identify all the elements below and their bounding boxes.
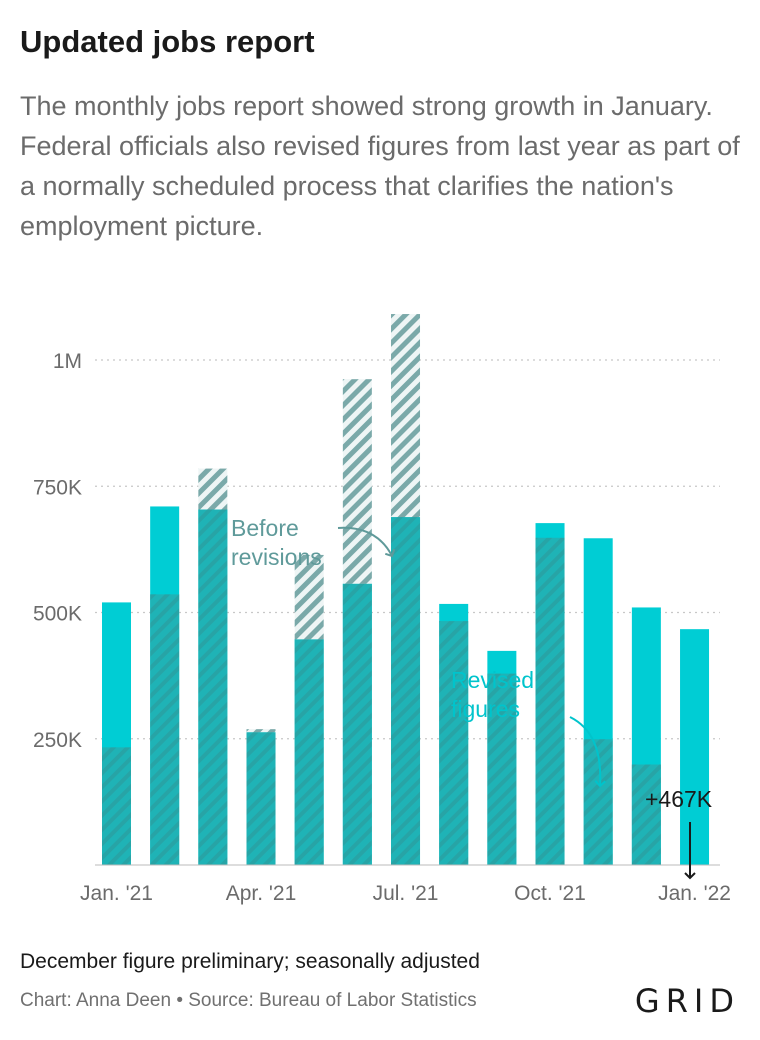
y-tick-label: 750K [33, 476, 82, 499]
y-tick-label: 250K [33, 729, 82, 752]
before-revisions-overlap [150, 594, 180, 865]
before-revisions-excess [391, 314, 421, 518]
source-credit: Chart: Anna Deen • Source: Bureau of Lab… [20, 990, 477, 1011]
x-tick-label: Jul. '21 [373, 882, 439, 905]
before-revisions-excess [342, 379, 372, 584]
before-revisions-overlap [391, 517, 421, 865]
y-tick-label: 500K [33, 603, 82, 626]
before-revisions-excess [246, 729, 276, 733]
revised-figures-label-line1: Revised [451, 667, 534, 693]
annotations: Before revisions Revised figures +467K [231, 515, 713, 880]
before-revisions-overlap [294, 639, 324, 865]
x-tick-label: Jan. '21 [80, 882, 153, 905]
chart-title: Updated jobs report [20, 24, 315, 59]
before-revisions-overlap [102, 747, 131, 865]
before-revisions-overlap [535, 537, 565, 865]
revised-bar [680, 629, 710, 865]
before-revisions-label-line1: Before [231, 515, 299, 541]
chart-subtitle: The monthly jobs report showed strong gr… [20, 91, 740, 241]
y-tick-label: 1M [53, 350, 82, 373]
x-tick-label: Apr. '21 [226, 882, 297, 905]
before-revisions-overlap [198, 509, 228, 865]
before-revisions-overlap [342, 583, 372, 865]
before-revisions-overlap [631, 764, 661, 865]
before-revisions-excess [294, 554, 324, 640]
bar-chart: 250K 500K 750K 1M Jan. '21 Apr. '21 Jul. '21 Oc… [33, 314, 731, 905]
x-tick-label: Jan. '22 [658, 882, 731, 905]
revised-figures-arrow [569, 716, 606, 788]
footnote: December figure preliminary; seasonally … [20, 950, 480, 973]
x-tick-label: Oct. '21 [514, 882, 586, 905]
before-revisions-excess [198, 468, 228, 510]
axes: 250K 500K 750K 1M Jan. '21 Apr. '21 Jul. '21 Oc… [33, 350, 731, 905]
latest-value-label: +467K [645, 786, 713, 812]
before-revisions-overlap [439, 621, 469, 865]
before-revisions-label-line2: revisions [231, 544, 322, 570]
revised-figures-label-line2: figures [451, 696, 520, 722]
bars [102, 314, 710, 865]
grid-logo: GRID [634, 982, 740, 1020]
before-revisions-overlap [246, 732, 276, 865]
before-revisions-arrow [337, 526, 396, 558]
before-revisions-overlap [487, 673, 517, 865]
